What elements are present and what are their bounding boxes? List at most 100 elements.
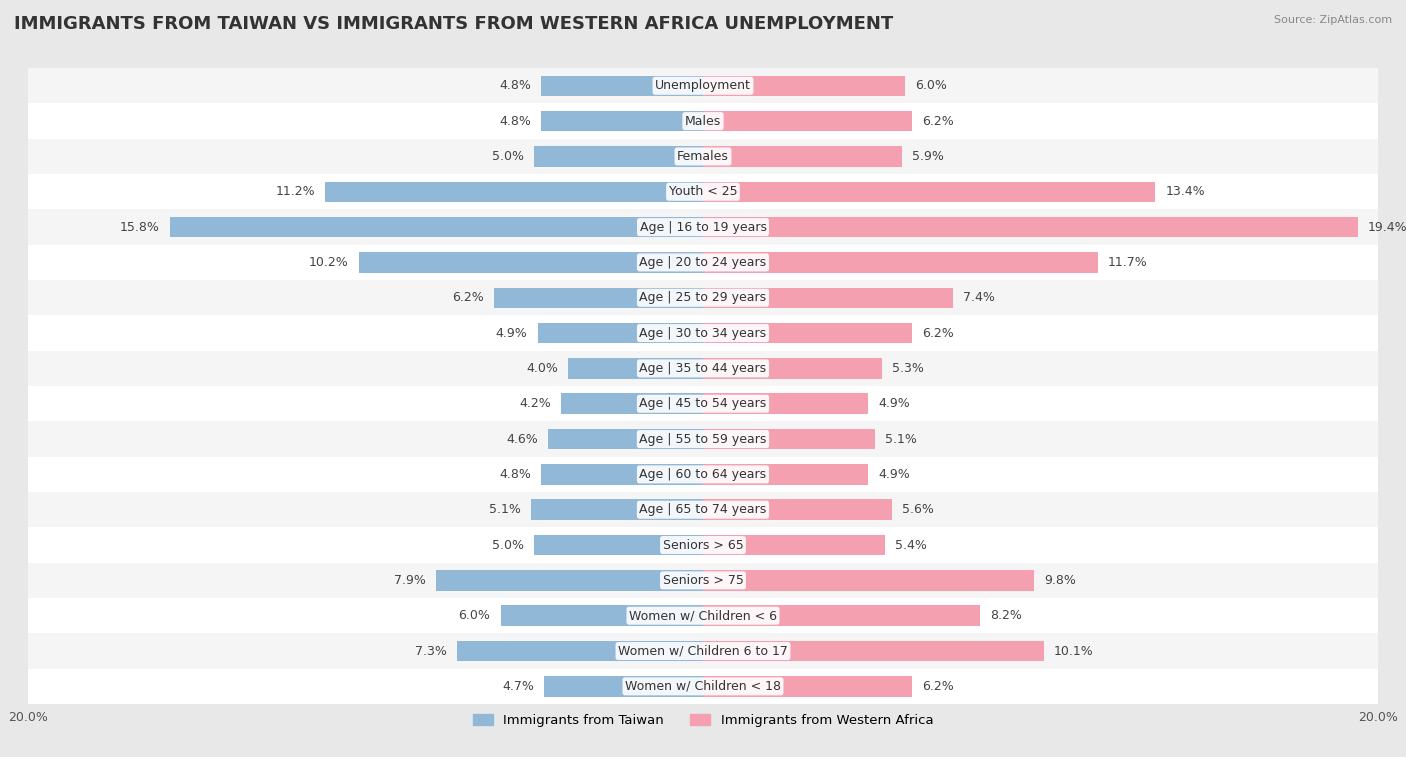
Bar [541, 76, 703, 96]
Text: 7.4%: 7.4% [963, 291, 994, 304]
Bar [28, 492, 1378, 528]
Text: Women w/ Children < 18: Women w/ Children < 18 [626, 680, 780, 693]
Bar [703, 182, 1156, 202]
Bar [703, 111, 912, 132]
Text: 4.8%: 4.8% [499, 79, 531, 92]
Bar [28, 350, 1378, 386]
Text: Source: ZipAtlas.com: Source: ZipAtlas.com [1274, 15, 1392, 25]
Text: 11.7%: 11.7% [1108, 256, 1147, 269]
Text: 7.9%: 7.9% [395, 574, 426, 587]
Text: 4.6%: 4.6% [506, 432, 537, 446]
Bar [28, 456, 1378, 492]
Bar [436, 570, 703, 590]
Bar [703, 464, 869, 484]
Text: 5.3%: 5.3% [891, 362, 924, 375]
Text: IMMIGRANTS FROM TAIWAN VS IMMIGRANTS FROM WESTERN AFRICA UNEMPLOYMENT: IMMIGRANTS FROM TAIWAN VS IMMIGRANTS FRO… [14, 15, 893, 33]
Text: 4.8%: 4.8% [499, 468, 531, 481]
Text: Youth < 25: Youth < 25 [669, 185, 737, 198]
Bar [28, 528, 1378, 562]
Text: 5.4%: 5.4% [896, 538, 927, 552]
Text: Age | 30 to 34 years: Age | 30 to 34 years [640, 326, 766, 340]
Bar [703, 217, 1358, 238]
Bar [537, 322, 703, 344]
Bar [703, 288, 953, 308]
Text: 5.6%: 5.6% [903, 503, 934, 516]
Bar [28, 68, 1378, 104]
Text: 10.1%: 10.1% [1054, 644, 1094, 658]
Bar [534, 146, 703, 167]
Bar [28, 316, 1378, 350]
Text: Women w/ Children < 6: Women w/ Children < 6 [628, 609, 778, 622]
Bar [325, 182, 703, 202]
Bar [28, 598, 1378, 634]
Text: Age | 45 to 54 years: Age | 45 to 54 years [640, 397, 766, 410]
Bar [28, 668, 1378, 704]
Bar [28, 634, 1378, 668]
Bar [703, 534, 886, 556]
Text: 4.0%: 4.0% [526, 362, 558, 375]
Text: Age | 60 to 64 years: Age | 60 to 64 years [640, 468, 766, 481]
Text: 10.2%: 10.2% [309, 256, 349, 269]
Bar [359, 252, 703, 273]
Bar [28, 139, 1378, 174]
Bar [561, 394, 703, 414]
Bar [703, 76, 905, 96]
Bar [544, 676, 703, 696]
Text: 6.2%: 6.2% [922, 326, 955, 340]
Bar [541, 464, 703, 484]
Bar [703, 640, 1043, 662]
Bar [28, 386, 1378, 422]
Bar [568, 358, 703, 378]
Text: 6.2%: 6.2% [922, 680, 955, 693]
Text: 5.1%: 5.1% [886, 432, 917, 446]
Bar [703, 500, 891, 520]
Text: Seniors > 65: Seniors > 65 [662, 538, 744, 552]
Bar [534, 534, 703, 556]
Bar [548, 428, 703, 450]
Text: Women w/ Children 6 to 17: Women w/ Children 6 to 17 [619, 644, 787, 658]
Bar [703, 358, 882, 378]
Bar [28, 280, 1378, 316]
Text: Females: Females [678, 150, 728, 163]
Text: Age | 55 to 59 years: Age | 55 to 59 years [640, 432, 766, 446]
Text: 8.2%: 8.2% [990, 609, 1022, 622]
Text: 4.2%: 4.2% [519, 397, 551, 410]
Bar [703, 252, 1098, 273]
Text: 6.0%: 6.0% [458, 609, 491, 622]
Bar [703, 428, 875, 450]
Text: 11.2%: 11.2% [276, 185, 315, 198]
Text: 5.1%: 5.1% [489, 503, 520, 516]
Bar [703, 570, 1033, 590]
Bar [703, 676, 912, 696]
Text: 6.0%: 6.0% [915, 79, 948, 92]
Bar [501, 606, 703, 626]
Text: Males: Males [685, 114, 721, 128]
Bar [28, 562, 1378, 598]
Text: 19.4%: 19.4% [1368, 220, 1406, 234]
Bar [541, 111, 703, 132]
Text: 4.9%: 4.9% [879, 468, 910, 481]
Text: Age | 65 to 74 years: Age | 65 to 74 years [640, 503, 766, 516]
Legend: Immigrants from Taiwan, Immigrants from Western Africa: Immigrants from Taiwan, Immigrants from … [467, 709, 939, 732]
Text: 9.8%: 9.8% [1043, 574, 1076, 587]
Bar [703, 146, 903, 167]
Text: 13.4%: 13.4% [1166, 185, 1205, 198]
Bar [170, 217, 703, 238]
Text: 4.9%: 4.9% [496, 326, 527, 340]
Text: 5.0%: 5.0% [492, 150, 524, 163]
Text: 4.8%: 4.8% [499, 114, 531, 128]
Bar [531, 500, 703, 520]
Bar [28, 422, 1378, 456]
Text: 4.7%: 4.7% [502, 680, 534, 693]
Text: 5.0%: 5.0% [492, 538, 524, 552]
Bar [494, 288, 703, 308]
Text: Unemployment: Unemployment [655, 79, 751, 92]
Bar [28, 210, 1378, 245]
Bar [703, 606, 980, 626]
Text: 15.8%: 15.8% [120, 220, 160, 234]
Text: 6.2%: 6.2% [922, 114, 955, 128]
Text: Age | 35 to 44 years: Age | 35 to 44 years [640, 362, 766, 375]
Text: Age | 16 to 19 years: Age | 16 to 19 years [640, 220, 766, 234]
Bar [28, 104, 1378, 139]
Text: 7.3%: 7.3% [415, 644, 447, 658]
